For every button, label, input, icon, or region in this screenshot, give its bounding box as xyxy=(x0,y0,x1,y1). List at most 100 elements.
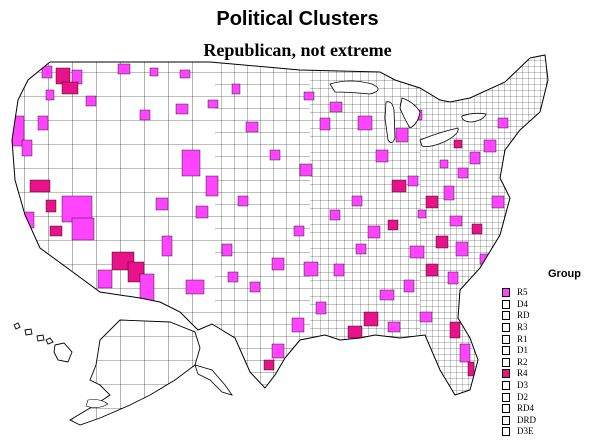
highlighted-county xyxy=(37,115,49,131)
legend-item-d3: D3 xyxy=(502,380,592,392)
highlighted-county xyxy=(161,235,173,257)
highlighted-county xyxy=(329,101,343,113)
hawaii xyxy=(13,322,73,363)
legend-swatch xyxy=(502,427,510,437)
highlighted-county xyxy=(333,263,345,277)
highlighted-county xyxy=(269,149,281,161)
lake-erie xyxy=(419,127,459,147)
highlighted-county xyxy=(45,199,57,213)
highlighted-county xyxy=(419,311,433,323)
highlighted-county xyxy=(299,163,313,177)
highlighted-county xyxy=(49,225,63,237)
lake-huron xyxy=(399,97,421,129)
highlighted-county xyxy=(425,263,439,277)
legend-label: R3 xyxy=(517,322,528,333)
legend-item-r4: R4 xyxy=(502,368,592,380)
legend-label: R2 xyxy=(517,356,528,367)
highlighted-county xyxy=(471,223,483,235)
highlighted-county xyxy=(139,109,151,121)
highlighted-county xyxy=(395,127,409,143)
highlighted-county xyxy=(379,289,395,301)
legend-swatch xyxy=(502,381,510,391)
legend-item-r1: R1 xyxy=(502,333,592,345)
highlighted-county xyxy=(435,235,449,249)
legend-item-r5: R5 xyxy=(502,287,592,299)
county-grid xyxy=(12,55,548,395)
legend-swatch xyxy=(502,392,510,402)
highlighted-county xyxy=(319,117,331,131)
legend-swatch xyxy=(502,311,510,321)
highlighted-county xyxy=(61,81,79,95)
legend-item-rd4: RD4 xyxy=(502,403,592,415)
legend-swatch xyxy=(502,299,510,309)
highlighted-county xyxy=(483,139,497,153)
highlighted-county xyxy=(55,67,71,85)
legend-label: D2 xyxy=(517,391,528,402)
legend-swatch xyxy=(502,357,510,367)
legend-item-d1: D1 xyxy=(502,345,592,357)
highlighted-county xyxy=(271,343,285,359)
highlighted-county xyxy=(409,245,425,259)
legend-swatch xyxy=(502,346,510,356)
highlighted-county xyxy=(12,115,25,147)
highlighted-county xyxy=(271,257,285,271)
highlighted-county xyxy=(291,317,305,333)
map-subtitle: Republican, not extreme xyxy=(203,40,392,60)
legend-label: R4 xyxy=(517,368,528,379)
legend-item-d4: D4 xyxy=(502,299,592,311)
highlighted-county xyxy=(347,325,363,339)
legend-label: DRD xyxy=(517,414,537,425)
highlighted-county xyxy=(185,279,205,295)
highlighted-county xyxy=(443,185,455,201)
highlighted-county xyxy=(491,195,505,209)
highlighted-county xyxy=(391,179,407,193)
highlighted-county xyxy=(407,175,419,187)
legend-swatch xyxy=(502,404,510,414)
highlighted-county xyxy=(403,279,415,293)
legend-swatch xyxy=(502,323,510,333)
highlighted-county xyxy=(149,67,159,77)
highlighted-county xyxy=(469,151,481,165)
highlighted-county xyxy=(41,65,53,79)
highlighted-county xyxy=(249,281,261,293)
county-grid-plains xyxy=(215,55,310,395)
legend-item-d2: D2 xyxy=(502,391,592,403)
highlighted-county xyxy=(303,91,315,101)
highlighted-county xyxy=(505,155,515,169)
legend-swatch xyxy=(502,415,510,425)
highlighted-county xyxy=(449,215,463,227)
highlighted-county xyxy=(175,103,189,115)
legend-label: RD4 xyxy=(517,403,535,414)
highlighted-county xyxy=(21,139,33,157)
highlighted-county xyxy=(263,359,275,371)
highlighted-county xyxy=(85,95,97,107)
highlighted-county xyxy=(447,271,459,285)
legend-label: D1 xyxy=(517,345,528,356)
highlighted-county xyxy=(417,209,427,219)
legend-title: Group xyxy=(548,268,581,280)
highlighted-county xyxy=(351,195,363,207)
legend-label: D4 xyxy=(517,298,528,309)
highlighted-county xyxy=(45,89,55,101)
legend-label: D3 xyxy=(517,380,528,391)
highlighted-county xyxy=(181,149,201,177)
highlighted-county xyxy=(387,321,401,333)
highlighted-county xyxy=(315,301,327,315)
highlighted-county xyxy=(479,253,489,265)
highlighted-county xyxy=(497,117,509,129)
highlighted-county xyxy=(457,167,469,179)
legend-item-drd: DRD xyxy=(502,415,592,427)
highlighted-county xyxy=(71,217,95,241)
legend-label: R1 xyxy=(517,333,528,344)
highlighted-county xyxy=(453,139,463,149)
highlighted-county xyxy=(375,149,389,163)
highlighted-county xyxy=(439,159,449,169)
legend-label: RD xyxy=(517,310,530,321)
highlighted-county xyxy=(237,195,249,207)
highlighted-county xyxy=(207,99,219,109)
lake-michigan xyxy=(384,101,396,143)
highlighted-county xyxy=(231,83,241,95)
highlighted-county xyxy=(449,321,461,339)
highlighted-county xyxy=(425,195,439,209)
